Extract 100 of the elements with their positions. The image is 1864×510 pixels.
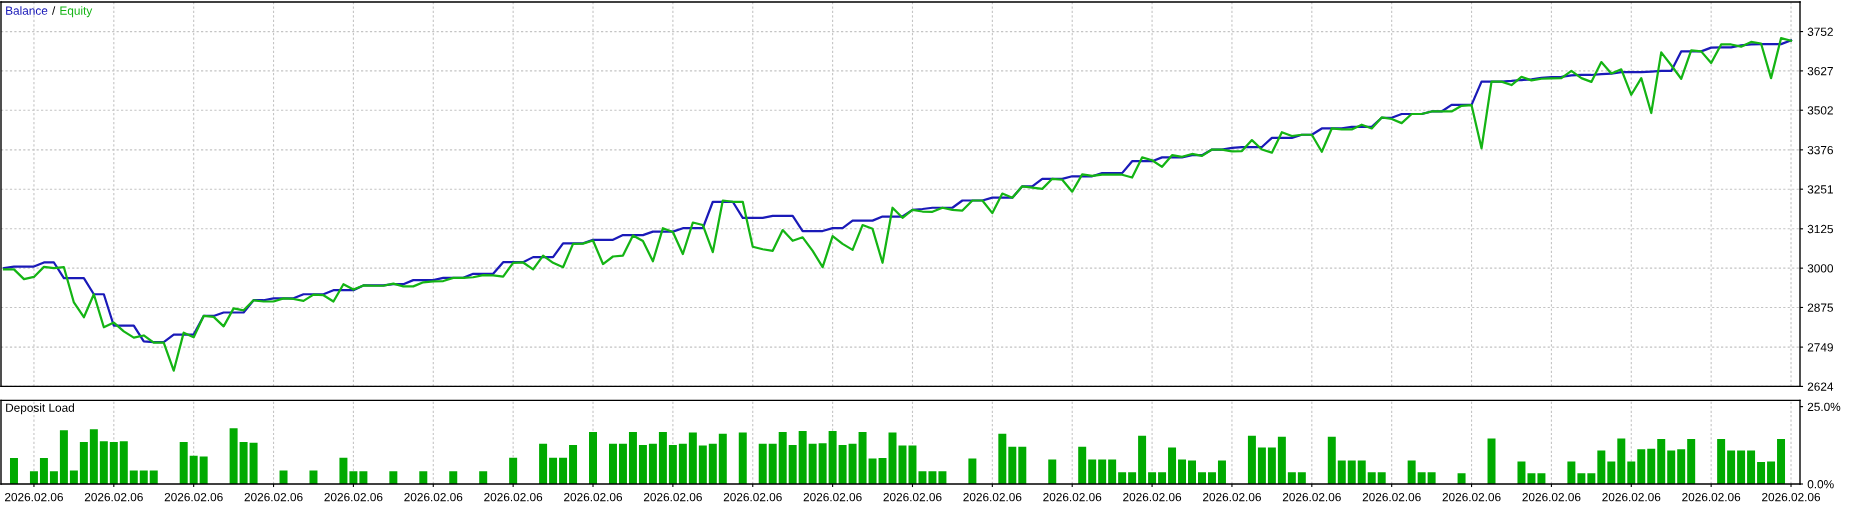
bar (1008, 446, 1017, 484)
bar (149, 470, 158, 484)
x-tick-label: 2026.02.06 (324, 492, 383, 502)
bar (798, 431, 807, 484)
bar (648, 443, 657, 484)
bar (39, 458, 48, 484)
bar (1138, 435, 1147, 484)
bar (1757, 462, 1766, 484)
bar (359, 471, 368, 484)
bar (1347, 460, 1356, 484)
bar (1188, 460, 1197, 484)
bar (718, 433, 727, 484)
x-tick-label: 2026.02.06 (1442, 492, 1501, 502)
bar (848, 443, 857, 484)
bar (59, 430, 68, 484)
bar (1517, 461, 1526, 484)
bar (1747, 450, 1756, 484)
bar (658, 432, 667, 484)
bar (49, 471, 58, 484)
bar (818, 443, 827, 484)
y-tick-label: 2749 (1807, 343, 1833, 352)
x-tick-label: 2026.02.06 (643, 492, 702, 502)
bar (1118, 472, 1127, 484)
bar (539, 443, 548, 484)
x-tick-label: 2026.02.06 (164, 492, 223, 502)
bar (79, 441, 88, 484)
chart-title: Deposit Load (6, 403, 74, 415)
bar (1607, 461, 1616, 484)
x-tick-label: 2026.02.06 (564, 492, 623, 502)
y-tick-label: 3752 (1807, 27, 1833, 36)
bar (279, 470, 288, 484)
bar (1687, 439, 1696, 484)
bar (339, 457, 348, 484)
bar (1297, 472, 1306, 484)
x-tick-label: 2026.02.06 (883, 492, 942, 502)
bar (1367, 472, 1376, 484)
bar (828, 431, 837, 484)
y-tick-label: 3376 (1807, 145, 1833, 155)
bar (189, 455, 198, 484)
bar (638, 445, 647, 484)
bar (309, 470, 318, 484)
bar (678, 443, 687, 484)
bar (569, 445, 578, 484)
bar (509, 457, 518, 484)
bar (768, 443, 777, 484)
bar (998, 433, 1007, 484)
bar (1257, 447, 1266, 484)
bar (419, 471, 428, 484)
bar (549, 457, 558, 484)
y-tick-label: 2875 (1807, 303, 1833, 312)
bar (1247, 435, 1256, 484)
bar (1158, 472, 1167, 484)
bar (1597, 450, 1606, 484)
bar (968, 458, 977, 484)
x-tick-label: 2026.02.06 (1522, 492, 1581, 502)
bar (1637, 449, 1646, 484)
bar (249, 442, 258, 484)
y-tick-label: 3251 (1807, 185, 1833, 194)
bar (1098, 459, 1107, 484)
x-tick-label: 2026.02.06 (404, 492, 463, 502)
bar (1427, 472, 1436, 484)
bar (1677, 449, 1686, 484)
bar (1417, 472, 1426, 484)
bar (938, 471, 947, 484)
bar (139, 470, 148, 484)
bar (758, 443, 767, 484)
bar (608, 443, 617, 484)
bar (349, 471, 358, 484)
bar (1717, 439, 1726, 484)
y-tick-label: 3627 (1807, 66, 1833, 76)
bar (1777, 439, 1786, 484)
bar (888, 432, 897, 484)
bar (129, 470, 138, 484)
bar (109, 441, 118, 484)
bar (479, 471, 488, 484)
bar (918, 471, 927, 484)
x-tick-label: 2026.02.06 (1762, 492, 1821, 502)
bar (559, 457, 568, 484)
x-tick-label: 2026.02.06 (1203, 492, 1261, 502)
x-tick-label: 2026.02.06 (484, 492, 543, 502)
bar (1018, 446, 1027, 484)
bar (1527, 473, 1536, 484)
bar (1377, 472, 1386, 484)
bar (1168, 447, 1177, 484)
bar (1407, 460, 1416, 484)
bar (808, 443, 817, 484)
bar (668, 445, 677, 484)
x-tick-label: 2026.02.06 (963, 492, 1022, 502)
y-tick-label: 2624 (1807, 382, 1834, 391)
bar (1537, 473, 1546, 484)
x-tick-label: 2026.02.06 (1282, 492, 1341, 502)
bar (698, 445, 707, 484)
bar (1667, 450, 1676, 484)
bar (1617, 438, 1626, 484)
bar (179, 441, 188, 484)
bar (1737, 450, 1746, 484)
y-tick-label: 3000 (1807, 264, 1834, 273)
bar (1487, 438, 1496, 484)
bar (1207, 472, 1216, 484)
bar (29, 471, 38, 484)
